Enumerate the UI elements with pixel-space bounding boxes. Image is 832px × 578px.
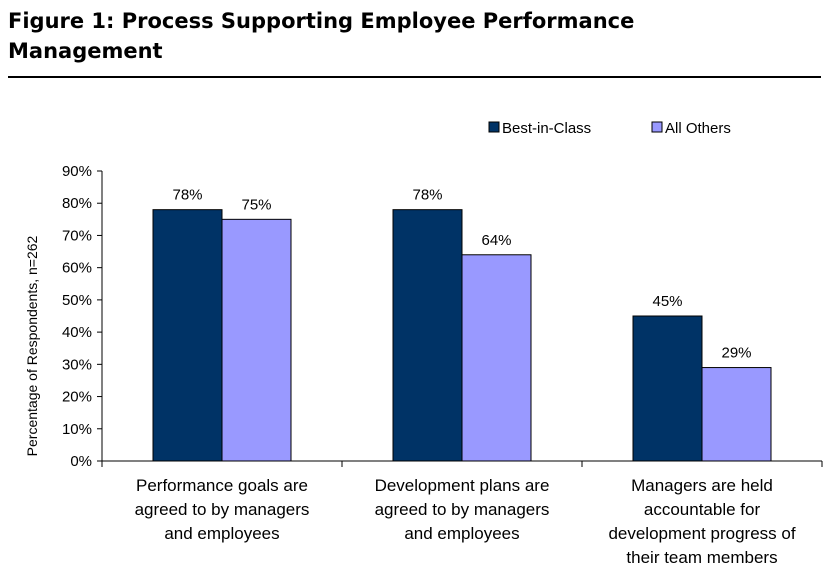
y-tick-label: 80%: [62, 195, 92, 212]
bar-value-label: 78%: [172, 187, 202, 204]
x-category-label: Performance goals are agreed to by manage…: [135, 476, 310, 543]
y-tick-label: 70%: [62, 227, 92, 244]
x-category-label: Development plans are agreed to by manage…: [375, 476, 550, 543]
y-tick-label: 50%: [62, 292, 92, 309]
y-tick-label: 40%: [62, 324, 92, 341]
bar-value-label: 45%: [652, 293, 682, 310]
x-category-label-line: and employees: [164, 524, 279, 543]
bar-value-label: 78%: [412, 187, 442, 204]
x-category-label-line: and employees: [404, 524, 519, 543]
figure-title: Figure 1: Process Supporting Employee Pe…: [8, 6, 808, 66]
bar-all-others: [701, 367, 772, 462]
x-category-label-line: Performance goals are: [136, 476, 308, 495]
bar-value-label: 29%: [721, 345, 751, 362]
y-axis-label: Percentage of Respondents, n=262: [24, 235, 40, 456]
bar-all-others: [221, 218, 292, 462]
figure-title-line-2: Management: [8, 39, 163, 63]
legend-label: Best-in-Class: [502, 120, 591, 137]
y-tick-label: 30%: [62, 356, 92, 373]
legend-swatch: [488, 121, 500, 133]
x-category-label-line: accountable for: [644, 500, 761, 519]
x-category-label-line: their team members: [626, 548, 777, 567]
bar-best-in-class: [152, 209, 223, 462]
y-tick-label: 10%: [62, 421, 92, 438]
y-tick-label: 0%: [70, 453, 92, 470]
x-category-label-line: Development plans are: [375, 476, 550, 495]
figure-title-line-1: Figure 1: Process Supporting Employee Pe…: [8, 9, 635, 33]
y-tick-label: 90%: [62, 163, 92, 180]
x-category-label-line: agreed to by managers: [375, 500, 550, 519]
bars: 78% 75% 78% 64% 45% 29%: [152, 187, 772, 462]
bar-best-in-class: [632, 315, 703, 462]
legend-swatch: [651, 121, 663, 133]
legend-label: All Others: [665, 120, 731, 137]
bar-best-in-class: [392, 209, 463, 462]
x-axis: Performance goals are agreed to by manage…: [101, 460, 823, 567]
y-tick-label: 60%: [62, 260, 92, 277]
bar-value-label: 75%: [241, 196, 271, 213]
bar-all-others: [461, 254, 532, 462]
x-category-label-line: Managers are held: [631, 476, 773, 495]
x-category-label-line: development progress of: [608, 524, 795, 543]
legend: Best-in-Class All Others: [488, 120, 731, 137]
x-category-label-line: agreed to by managers: [135, 500, 310, 519]
title-divider: [8, 76, 821, 78]
y-tick-label: 20%: [62, 389, 92, 406]
y-axis: 0% 10% 20% 30% 40% 50% 60% 70% 80% 90%: [62, 163, 103, 470]
x-category-label: Managers are held accountable for developm…: [608, 476, 795, 567]
bar-value-label: 64%: [481, 232, 511, 249]
